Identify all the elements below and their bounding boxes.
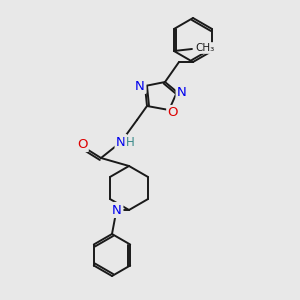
- Text: N: N: [112, 203, 122, 217]
- Text: N: N: [116, 136, 126, 148]
- Text: O: O: [77, 137, 87, 151]
- Text: CH₃: CH₃: [195, 43, 214, 53]
- Text: N: N: [135, 80, 145, 92]
- Text: O: O: [168, 106, 178, 119]
- Text: H: H: [126, 136, 134, 149]
- Text: N: N: [177, 85, 187, 98]
